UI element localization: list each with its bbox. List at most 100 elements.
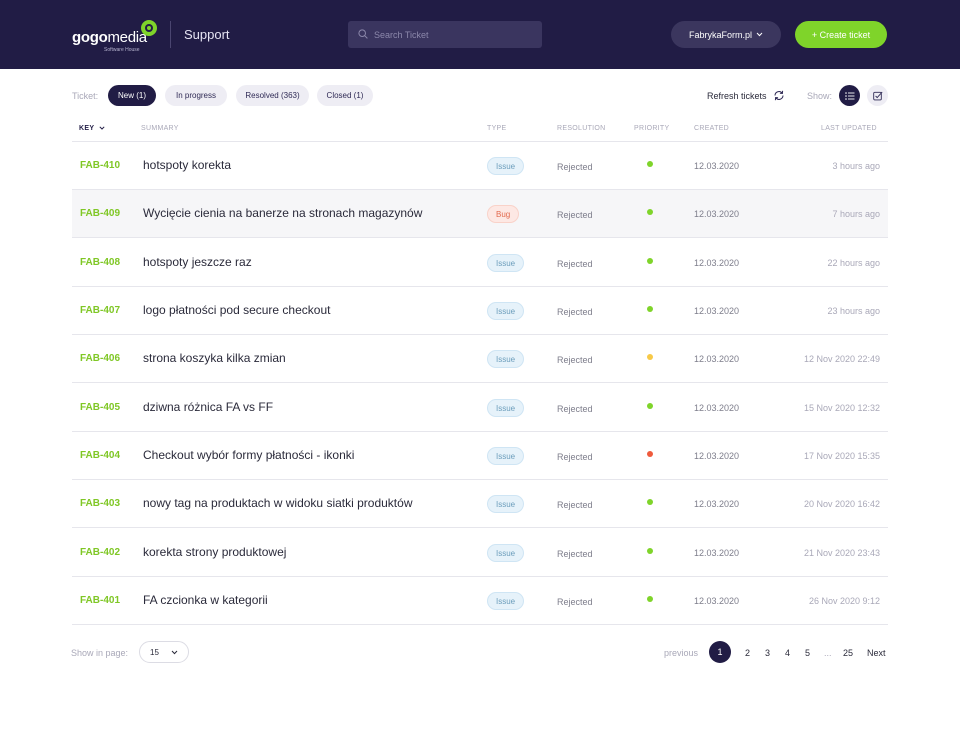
ticket-last-updated: 20 Nov 2020 16:42	[803, 499, 880, 509]
pagination-page-1[interactable]: 1	[709, 641, 731, 663]
list-view-button[interactable]	[839, 85, 860, 106]
ticket-summary[interactable]: strona koszyka kilka zmian	[143, 351, 286, 365]
refresh-icon	[774, 90, 784, 101]
table-row[interactable]: FAB-401 FA czcionka w kategorii Issue Re…	[72, 577, 888, 625]
table-row[interactable]: FAB-405 dziwna różnica FA vs FF Issue Re…	[72, 384, 888, 432]
column-header-resolution[interactable]: RESOLUTION	[557, 125, 606, 132]
ticket-key[interactable]: FAB-401	[80, 595, 121, 606]
column-header-key[interactable]: KEY	[79, 125, 105, 132]
ticket-key[interactable]: FAB-402	[80, 547, 121, 558]
table-row[interactable]: FAB-407 logo płatności pod secure checko…	[72, 287, 888, 335]
page-size-select[interactable]: 15	[139, 641, 189, 663]
ticket-resolution: Rejected	[557, 597, 593, 607]
column-header-created[interactable]: CREATED	[694, 125, 730, 132]
chevron-down-icon	[171, 650, 178, 654]
table-row[interactable]: FAB-410 hotspoty korekta Issue Rejected …	[72, 142, 888, 190]
ticket-type-badge: Issue	[487, 399, 525, 417]
pagination-ellipsis: ...	[824, 648, 832, 658]
ticket-type-badge: Issue	[487, 495, 525, 513]
pagination-page-3[interactable]: 3	[765, 648, 771, 658]
ticket-created: 12.03.2020	[694, 499, 740, 509]
pagination-page-last[interactable]: 25	[843, 648, 854, 658]
ticket-summary[interactable]: korekta strony produktowej	[143, 545, 287, 559]
project-select-label: FabrykaForm.pl	[688, 29, 752, 40]
priority-dot-icon	[647, 209, 653, 215]
create-ticket-button[interactable]: + Create ticket	[795, 21, 887, 48]
priority-dot-icon	[647, 596, 653, 602]
search-box	[348, 21, 542, 48]
ticket-key[interactable]: FAB-407	[80, 305, 121, 316]
ticket-key[interactable]: FAB-408	[80, 257, 121, 268]
priority-dot-icon	[647, 403, 653, 409]
ticket-created: 12.03.2020	[694, 258, 740, 268]
refresh-tickets-button[interactable]: Refresh tickets	[707, 90, 785, 101]
ticket-type-badge: Issue	[487, 544, 525, 562]
logo-bold-text: gogo	[72, 29, 108, 46]
filter-pill-in-progress[interactable]: In progress	[165, 85, 227, 106]
table-row[interactable]: FAB-403 nowy tag na produktach w widoku …	[72, 480, 888, 528]
column-header-last-updated[interactable]: LAST UPDATED	[821, 125, 877, 132]
logo-mark-icon	[141, 20, 157, 36]
ticket-resolution: Rejected	[557, 162, 593, 172]
ticket-last-updated: 17 Nov 2020 15:35	[803, 451, 880, 461]
priority-dot-icon	[647, 161, 653, 167]
create-ticket-label: + Create ticket	[811, 29, 871, 40]
ticket-summary[interactable]: hotspoty korekta	[143, 158, 232, 172]
ticket-summary[interactable]: FA czcionka w kategorii	[143, 593, 268, 607]
ticket-key[interactable]: FAB-404	[80, 450, 121, 461]
chevron-down-icon	[756, 32, 763, 37]
search-icon	[358, 29, 368, 39]
gogomedia-logo[interactable]: gogomedia Software House	[72, 20, 162, 53]
priority-dot-icon	[647, 499, 653, 505]
ticket-summary[interactable]: logo płatności pod secure checkout	[143, 303, 331, 317]
header-divider	[170, 21, 171, 48]
ticket-summary[interactable]: dziwna różnica FA vs FF	[143, 400, 274, 414]
ticket-summary[interactable]: hotspoty jeszcze raz	[143, 255, 252, 269]
pagination-next[interactable]: Next	[867, 648, 886, 658]
list-icon	[844, 91, 854, 100]
table-row[interactable]: FAB-404 Checkout wybór formy płatności -…	[72, 432, 888, 480]
ticket-key[interactable]: FAB-409	[80, 208, 121, 219]
pagination-page-5[interactable]: 5	[805, 648, 811, 658]
ticket-summary[interactable]: Wycięcie cienia na banerze na stronach m…	[143, 206, 423, 220]
ticket-created: 12.03.2020	[694, 596, 740, 606]
table-header-divider	[72, 141, 888, 142]
project-select[interactable]: FabrykaForm.pl	[671, 21, 781, 48]
filter-pill-resolved[interactable]: Resolved (363)	[236, 85, 309, 106]
pagination-page-4[interactable]: 4	[785, 648, 791, 658]
ticket-key[interactable]: FAB-403	[80, 498, 121, 509]
ticket-key[interactable]: FAB-410	[80, 160, 121, 171]
priority-dot-icon	[647, 258, 653, 264]
filter-pill-closed[interactable]: Closed (1)	[317, 85, 373, 106]
table-row[interactable]: FAB-406 strona koszyka kilka zmian Issue…	[72, 335, 888, 383]
top-header: gogomedia Software House Support Fabryka…	[0, 0, 960, 69]
refresh-tickets-label: Refresh tickets	[707, 90, 767, 101]
ticket-key[interactable]: FAB-405	[80, 402, 121, 413]
logo-tagline: Software House	[104, 47, 140, 53]
column-header-type[interactable]: TYPE	[487, 125, 507, 132]
ticket-filter-label: Ticket:	[72, 91, 99, 101]
table-row[interactable]: FAB-408 hotspoty jeszcze raz Issue Rejec…	[72, 239, 888, 287]
checklist-view-button[interactable]	[867, 85, 888, 106]
ticket-summary[interactable]: nowy tag na produktach w widoku siatki p…	[143, 496, 413, 510]
page-size-value: 15	[150, 647, 159, 657]
ticket-resolution: Rejected	[557, 549, 593, 559]
table-row[interactable]: FAB-409 Wycięcie cienia na banerze na st…	[72, 190, 888, 238]
pagination-previous[interactable]: previous	[664, 648, 699, 658]
column-header-priority[interactable]: PRIORITY	[634, 125, 670, 132]
ticket-last-updated: 22 hours ago	[827, 258, 880, 268]
pagination-page-2[interactable]: 2	[745, 648, 751, 658]
ticket-resolution: Rejected	[557, 307, 593, 317]
ticket-summary[interactable]: Checkout wybór formy płatności - ikonki	[143, 448, 355, 462]
ticket-created: 12.03.2020	[694, 451, 740, 461]
column-header-summary[interactable]: SUMMARY	[141, 125, 179, 132]
checkbox-icon	[872, 91, 883, 100]
logo-wordmark: gogomedia	[72, 29, 147, 46]
filter-pill-new[interactable]: New (1)	[108, 85, 156, 106]
ticket-created: 12.03.2020	[694, 354, 740, 364]
ticket-last-updated: 21 Nov 2020 23:43	[803, 548, 880, 558]
logo-light-text: media	[107, 29, 147, 46]
ticket-key[interactable]: FAB-406	[80, 353, 121, 364]
search-input[interactable]	[374, 21, 534, 48]
table-row[interactable]: FAB-402 korekta strony produktowej Issue…	[72, 529, 888, 577]
